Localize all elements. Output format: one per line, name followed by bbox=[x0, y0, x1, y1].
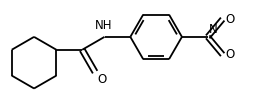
Text: O: O bbox=[97, 73, 106, 86]
Text: O: O bbox=[224, 13, 234, 26]
Text: O: O bbox=[224, 48, 234, 61]
Text: NH: NH bbox=[94, 19, 112, 32]
Text: N: N bbox=[208, 23, 217, 36]
